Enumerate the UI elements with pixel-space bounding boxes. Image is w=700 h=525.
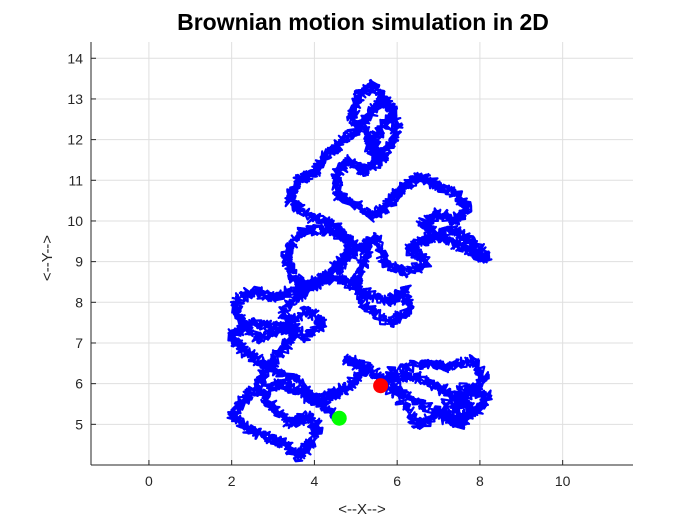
y-tick-label: 11 <box>68 172 83 188</box>
y-tick-label: 13 <box>67 91 83 107</box>
x-tick-label: 2 <box>228 473 236 489</box>
y-tick-label: 14 <box>67 50 83 66</box>
axes: 0 2 4 6 8 10 5 6 7 8 9 10 11 12 13 14 <box>67 42 633 489</box>
x-tick-label: 8 <box>476 473 484 489</box>
y-tick-label: 7 <box>75 335 83 351</box>
y-tick-label: 8 <box>75 294 83 310</box>
x-tick-label: 10 <box>555 473 571 489</box>
marker-layer <box>331 378 389 426</box>
x-tick-label: 0 <box>145 473 153 489</box>
chart-title: Brownian motion simulation in 2D <box>177 9 549 35</box>
y-tick-label: 12 <box>67 132 83 148</box>
y-tick-label: 5 <box>75 416 83 432</box>
y-tick-label: 10 <box>67 213 83 229</box>
start-marker <box>373 378 389 394</box>
x-tick-label: 6 <box>393 473 401 489</box>
trajectory-layer <box>226 79 493 463</box>
x-axis-label: <--X--> <box>338 501 386 518</box>
x-tick-label: 4 <box>311 473 319 489</box>
end-marker <box>331 410 347 426</box>
trajectory-line-0 <box>226 79 493 463</box>
y-axis-label: <--Y--> <box>39 235 56 281</box>
y-tick-label: 9 <box>75 254 83 270</box>
y-tick-label: 6 <box>75 376 83 392</box>
